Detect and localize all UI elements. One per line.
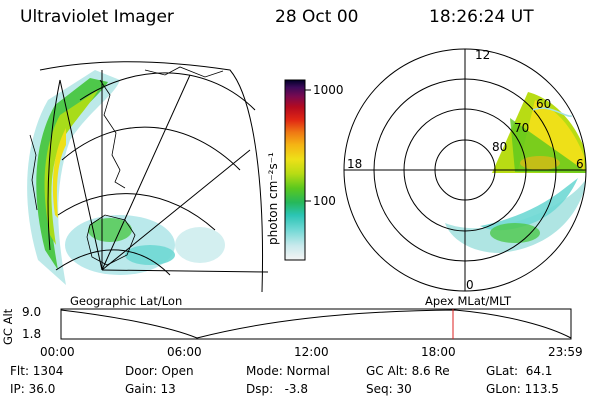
lat-label-70: 70 — [514, 121, 530, 135]
apex-caption: Apex MLat/MLT — [425, 294, 512, 308]
status-glon: GLon: 113.5 — [486, 382, 559, 396]
polar-emission — [445, 92, 586, 253]
mlt-label-18: 18 — [347, 157, 363, 171]
colorbar-tick-100: 100 — [313, 194, 336, 208]
geo-grid — [39, 61, 268, 292]
time-label: 18:26:24 UT — [429, 7, 534, 27]
status-seq: Seq: 30 — [366, 382, 412, 396]
altitude-xtick-1200: 12:00 — [294, 345, 329, 359]
polar-grid — [343, 48, 587, 292]
colorbar — [284, 79, 311, 261]
instrument-title: Ultraviolet Imager — [20, 7, 174, 27]
status-gain: Gain: 13 — [125, 382, 176, 396]
colorbar-tick-1000: 1000 — [313, 83, 344, 97]
altitude-ytick-top: 9.0 — [22, 305, 42, 319]
altitude-ytick-bottom: 1.8 — [22, 327, 42, 341]
altitude-xtick-1800: 18:00 — [421, 345, 456, 359]
altitude-plot — [60, 308, 572, 340]
geographic-caption: Geographic Lat/Lon — [70, 294, 183, 308]
lat-label-80: 80 — [492, 140, 508, 154]
coastlines — [29, 66, 224, 266]
status-door: Door: Open — [125, 364, 194, 378]
status-dsp: Dsp: -3.8 — [246, 382, 309, 396]
auroral-emission — [27, 70, 225, 285]
altitude-xtick-0000: 00:00 — [40, 345, 75, 359]
status-ip: IP: 36.0 — [10, 382, 56, 396]
mlt-label-12: 12 — [475, 48, 491, 62]
geographic-image — [27, 61, 268, 292]
lat-label-60: 60 — [536, 97, 552, 111]
altitude-xtick-0600: 06:00 — [167, 345, 202, 359]
status-flt: Flt: 1304 — [10, 364, 64, 378]
colorbar-unit-label: photon cm⁻²s⁻¹ — [266, 152, 280, 245]
date-label: 28 Oct 00 — [275, 7, 359, 27]
status-gc-alt: GC Alt: 8.6 Re — [366, 364, 450, 378]
altitude-ylabel: GC Alt — [1, 308, 15, 345]
polar-plot — [343, 48, 587, 292]
status-mode: Mode: Normal — [246, 364, 330, 378]
mlt-label-0: 0 — [466, 278, 474, 292]
altitude-xtick-2359: 23:59 — [548, 345, 583, 359]
status-glat: GLat: 64.1 — [486, 364, 553, 378]
mlt-label-6: 6 — [576, 157, 584, 171]
